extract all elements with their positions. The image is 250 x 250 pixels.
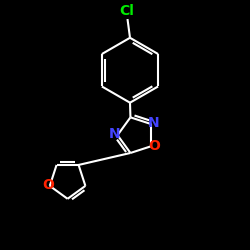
- Text: O: O: [42, 178, 54, 192]
- Text: O: O: [148, 139, 160, 153]
- Text: N: N: [109, 127, 121, 141]
- Text: Cl: Cl: [119, 4, 134, 18]
- Text: N: N: [148, 116, 160, 130]
